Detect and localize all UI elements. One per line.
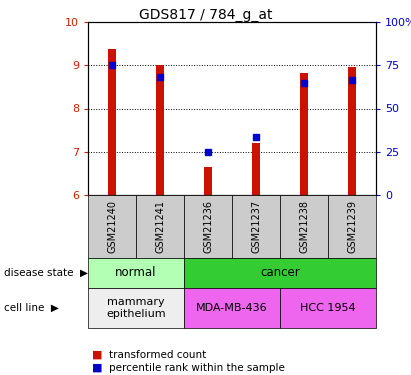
Bar — [156, 65, 164, 195]
Bar — [184, 258, 376, 288]
Bar — [136, 195, 184, 258]
Bar — [88, 288, 184, 328]
Text: mammary
epithelium: mammary epithelium — [106, 297, 166, 319]
Text: GSM21238: GSM21238 — [299, 200, 309, 253]
Text: ■: ■ — [92, 350, 103, 360]
Text: cell line  ▶: cell line ▶ — [4, 303, 59, 313]
Text: percentile rank within the sample: percentile rank within the sample — [109, 363, 284, 373]
Text: normal: normal — [115, 267, 157, 279]
Text: MDA-MB-436: MDA-MB-436 — [196, 303, 268, 313]
Text: cancer: cancer — [260, 267, 300, 279]
Text: disease state  ▶: disease state ▶ — [4, 268, 88, 278]
Text: GSM21239: GSM21239 — [347, 200, 357, 253]
Bar — [108, 49, 116, 195]
Bar — [88, 195, 136, 258]
Bar — [88, 258, 184, 288]
Bar — [328, 195, 376, 258]
Text: GSM21236: GSM21236 — [203, 200, 213, 253]
Bar — [204, 167, 212, 195]
Text: HCC 1954: HCC 1954 — [300, 303, 356, 313]
Bar — [280, 195, 328, 258]
Text: GDS817 / 784_g_at: GDS817 / 784_g_at — [139, 8, 272, 22]
Bar — [252, 143, 260, 195]
Text: GSM21237: GSM21237 — [251, 200, 261, 253]
Text: GSM21240: GSM21240 — [107, 200, 117, 253]
Text: GSM21241: GSM21241 — [155, 200, 165, 253]
Bar — [184, 195, 232, 258]
Bar — [348, 68, 356, 195]
Bar — [184, 288, 280, 328]
Text: transformed count: transformed count — [109, 350, 206, 360]
Bar — [300, 73, 308, 195]
Text: ■: ■ — [92, 363, 103, 373]
Bar — [280, 288, 376, 328]
Bar — [232, 195, 280, 258]
